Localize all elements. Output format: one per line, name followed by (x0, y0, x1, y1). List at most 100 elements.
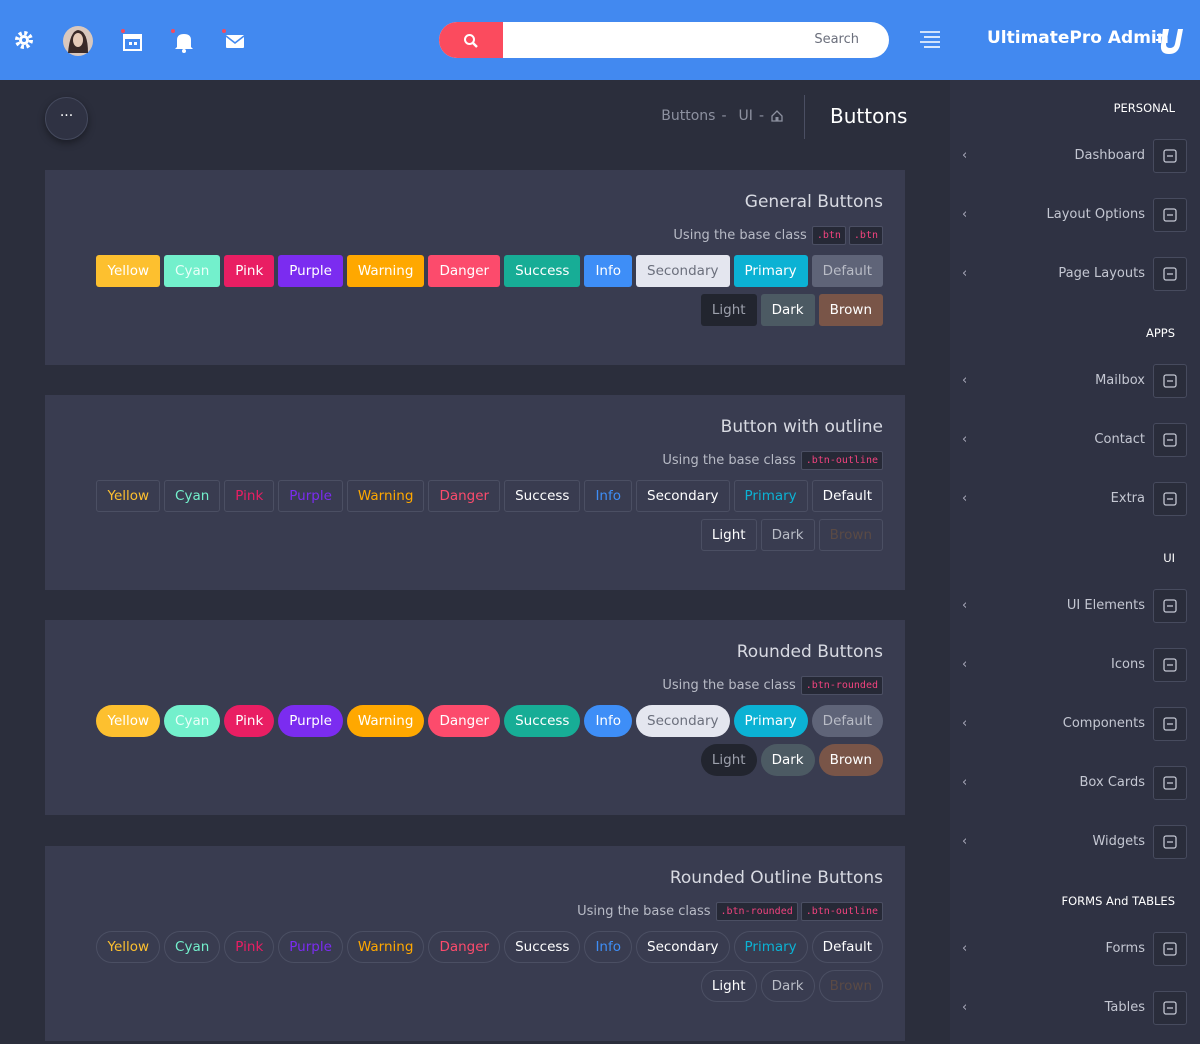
icon-glyph (1163, 776, 1177, 790)
button[interactable]: Warning (346, 931, 425, 963)
brand-name[interactable]: UltimatePro Admin (987, 28, 1169, 48)
button[interactable]: Secondary (636, 255, 730, 287)
button[interactable]: Dark (760, 294, 815, 326)
search-box[interactable]: Search (439, 22, 889, 58)
button[interactable]: Yellow (96, 931, 161, 963)
button[interactable]: Danger (428, 255, 501, 287)
button[interactable]: Purple (278, 705, 343, 737)
button[interactable]: Warning (346, 255, 425, 287)
button[interactable]: Secondary (636, 931, 730, 963)
button[interactable]: Warning (346, 480, 425, 512)
button[interactable]: Brown (818, 744, 883, 776)
chevron: ‹ (962, 716, 968, 731)
sidebar-item-label: Mailbox (1095, 373, 1145, 388)
button[interactable]: Light (700, 744, 757, 776)
button[interactable]: Default (811, 931, 883, 963)
button[interactable]: Secondary (636, 480, 730, 512)
sidebar-item[interactable]: ‹ Contact (950, 423, 1200, 457)
icon-glyph (1163, 149, 1177, 163)
button[interactable]: Default (811, 255, 883, 287)
button[interactable]: Light (700, 970, 757, 1002)
button[interactable]: Pink (224, 705, 275, 737)
button[interactable]: Info (584, 255, 632, 287)
avatar[interactable] (62, 25, 94, 57)
button[interactable]: Purple (278, 255, 343, 287)
button[interactable]: Cyan (164, 255, 221, 287)
button[interactable]: Light (700, 294, 757, 326)
button[interactable]: Cyan (164, 705, 221, 737)
button[interactable]: Purple (278, 480, 343, 512)
search-button[interactable] (439, 22, 503, 58)
sidebar-item[interactable]: ‹ Extra (950, 482, 1200, 516)
button[interactable]: Primary (733, 705, 808, 737)
button[interactable]: Success (504, 480, 581, 512)
icon-glyph (1163, 942, 1177, 956)
settings-icon[interactable] (14, 30, 34, 50)
button[interactable]: Primary (733, 480, 808, 512)
button[interactable]: Danger (428, 480, 501, 512)
card-title: Button with outline (720, 417, 883, 437)
calendar-icon[interactable] (120, 28, 146, 54)
button[interactable]: Light (700, 519, 757, 551)
button[interactable]: Success (504, 255, 581, 287)
sidebar-icon (1153, 648, 1187, 682)
sidebar-item[interactable]: ‹ UI Elements (950, 589, 1200, 623)
chevron: ‹ (962, 657, 968, 672)
subtitle-text: Using the base class (662, 452, 796, 468)
button[interactable]: Default (811, 480, 883, 512)
sidebar-item[interactable]: ‹ Box Cards (950, 766, 1200, 800)
menu-toggle[interactable] (918, 30, 942, 48)
button[interactable]: Success (504, 931, 581, 963)
sidebar-item[interactable]: ‹ Icons (950, 648, 1200, 682)
icon-glyph (1163, 599, 1177, 613)
icon-glyph (1163, 1001, 1177, 1015)
sidebar-item[interactable]: ‹ Widgets (950, 825, 1200, 859)
breadcrumb-item[interactable]: UI (738, 108, 753, 124)
button[interactable]: Dark (760, 744, 815, 776)
sidebar: PERSONAL ‹ Dashboard ‹ Layout Options ‹ Page L… (950, 80, 1200, 1044)
button[interactable]: Pink (224, 931, 275, 963)
sidebar-item[interactable]: ‹ Page Layouts (950, 257, 1200, 291)
sidebar-item[interactable]: ‹ Components (950, 707, 1200, 741)
button[interactable]: Dark (760, 519, 815, 551)
button[interactable]: Pink (224, 255, 275, 287)
icon-glyph (1163, 374, 1177, 388)
home-icon[interactable] (770, 109, 784, 123)
button[interactable]: Info (584, 480, 632, 512)
button[interactable]: Secondary (636, 705, 730, 737)
button[interactable]: Info (584, 705, 632, 737)
button[interactable]: Brown (818, 970, 883, 1002)
mail-icon[interactable] (221, 28, 247, 54)
button[interactable]: Pink (224, 480, 275, 512)
sidebar-item[interactable]: ‹ Tables (950, 991, 1200, 1025)
button[interactable]: Cyan (164, 480, 221, 512)
button[interactable]: Dark (760, 970, 815, 1002)
sidebar-item[interactable]: ‹ Forms (950, 932, 1200, 966)
button[interactable]: Yellow (96, 480, 161, 512)
button[interactable]: Primary (733, 931, 808, 963)
sidebar-icon (1153, 482, 1187, 516)
button[interactable]: Brown (818, 519, 883, 551)
button[interactable]: Warning (346, 705, 425, 737)
breadcrumb-item[interactable]: Buttons (661, 108, 716, 124)
button[interactable]: Brown (818, 294, 883, 326)
code-snippet: .btn-rounded (715, 901, 798, 921)
button[interactable]: Yellow (96, 705, 161, 737)
card-title: General Buttons (744, 192, 883, 212)
button[interactable]: Danger (428, 931, 501, 963)
button[interactable]: Cyan (164, 931, 221, 963)
button[interactable]: Default (811, 705, 883, 737)
button[interactable]: Info (584, 931, 632, 963)
sidebar-item[interactable]: ‹ Mailbox (950, 364, 1200, 398)
bell-icon[interactable] (170, 28, 196, 54)
sidebar-item[interactable]: ‹ Layout Options (950, 198, 1200, 232)
button[interactable]: Yellow (96, 255, 161, 287)
more-button[interactable]: ··· (45, 97, 88, 140)
sidebar-icon (1153, 766, 1187, 800)
sidebar-item[interactable]: ‹ Dashboard (950, 139, 1200, 173)
button[interactable]: Primary (733, 255, 808, 287)
button[interactable]: Success (504, 705, 581, 737)
button[interactable]: Danger (428, 705, 501, 737)
button[interactable]: Purple (278, 931, 343, 963)
sidebar-item-label: Page Layouts (1058, 266, 1145, 281)
